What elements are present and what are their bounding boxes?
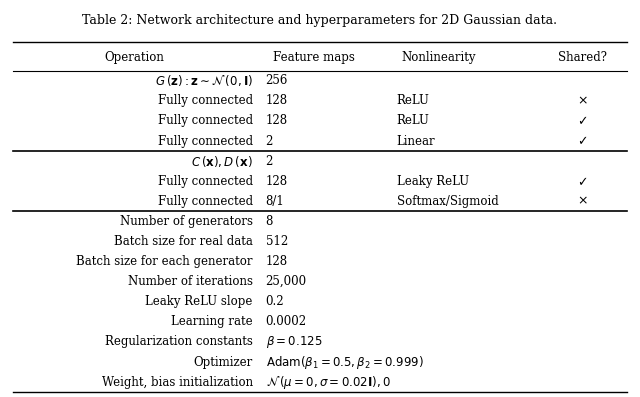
- Text: 2: 2: [266, 135, 273, 148]
- Text: 256: 256: [266, 74, 288, 87]
- Text: 128: 128: [266, 114, 288, 127]
- Text: Table 2: Network architecture and hyperparameters for 2D Gaussian data.: Table 2: Network architecture and hyperp…: [83, 14, 557, 27]
- Text: $C\,(\mathbf{x}), D\,(\mathbf{x})$: $C\,(\mathbf{x}), D\,(\mathbf{x})$: [191, 154, 253, 169]
- Text: Number of generators: Number of generators: [120, 215, 253, 228]
- Text: Fully connected: Fully connected: [157, 135, 253, 148]
- Text: 25,000: 25,000: [266, 275, 307, 288]
- Text: Learning rate: Learning rate: [171, 315, 253, 328]
- Text: Optimizer: Optimizer: [193, 356, 253, 368]
- Text: $\times$: $\times$: [577, 94, 588, 107]
- Text: 512: 512: [266, 235, 288, 248]
- Text: Regularization constants: Regularization constants: [105, 335, 253, 349]
- Text: $\mathrm{Adam}(\beta_1 = 0.5, \beta_2 = 0.999)$: $\mathrm{Adam}(\beta_1 = 0.5, \beta_2 = …: [266, 354, 423, 370]
- Text: 8: 8: [266, 215, 273, 228]
- Text: $\checkmark$: $\checkmark$: [577, 175, 588, 188]
- Text: 128: 128: [266, 175, 288, 188]
- Text: $\beta = 0.125$: $\beta = 0.125$: [266, 334, 322, 350]
- Text: $G\,(\mathbf{z}): \mathbf{z} \sim \mathcal{N}\,(0, \mathbf{I})$: $G\,(\mathbf{z}): \mathbf{z} \sim \mathc…: [155, 73, 253, 88]
- Text: $\checkmark$: $\checkmark$: [577, 114, 588, 127]
- Text: 128: 128: [266, 94, 288, 107]
- Text: $\checkmark$: $\checkmark$: [577, 135, 588, 148]
- Text: ReLU: ReLU: [397, 114, 429, 127]
- Text: Fully connected: Fully connected: [157, 175, 253, 188]
- Text: 2: 2: [266, 154, 273, 168]
- Text: 128: 128: [266, 255, 288, 268]
- Text: 0.0002: 0.0002: [266, 315, 307, 328]
- Text: Weight, bias initialization: Weight, bias initialization: [102, 376, 253, 389]
- Text: Operation: Operation: [104, 51, 164, 64]
- Text: Batch size for each generator: Batch size for each generator: [76, 255, 253, 268]
- Text: Leaky ReLU: Leaky ReLU: [397, 175, 469, 188]
- Text: Fully connected: Fully connected: [157, 114, 253, 127]
- Text: Feature maps: Feature maps: [273, 51, 355, 64]
- Text: Softmax/Sigmoid: Softmax/Sigmoid: [397, 195, 499, 208]
- Text: Batch size for real data: Batch size for real data: [114, 235, 253, 248]
- Text: Fully connected: Fully connected: [157, 94, 253, 107]
- Text: Number of iterations: Number of iterations: [128, 275, 253, 288]
- Text: $\mathcal{N}\,(\mu = 0, \sigma = 0.02\mathbf{I}), 0$: $\mathcal{N}\,(\mu = 0, \sigma = 0.02\ma…: [266, 374, 390, 391]
- Text: Nonlinearity: Nonlinearity: [401, 51, 476, 64]
- Text: 0.2: 0.2: [266, 295, 284, 308]
- Text: Shared?: Shared?: [558, 51, 607, 64]
- Text: 8/1: 8/1: [266, 195, 284, 208]
- Text: $\times$: $\times$: [577, 195, 588, 208]
- Text: Fully connected: Fully connected: [157, 195, 253, 208]
- Text: Leaky ReLU slope: Leaky ReLU slope: [145, 295, 253, 308]
- Text: Linear: Linear: [397, 135, 435, 148]
- Text: ReLU: ReLU: [397, 94, 429, 107]
